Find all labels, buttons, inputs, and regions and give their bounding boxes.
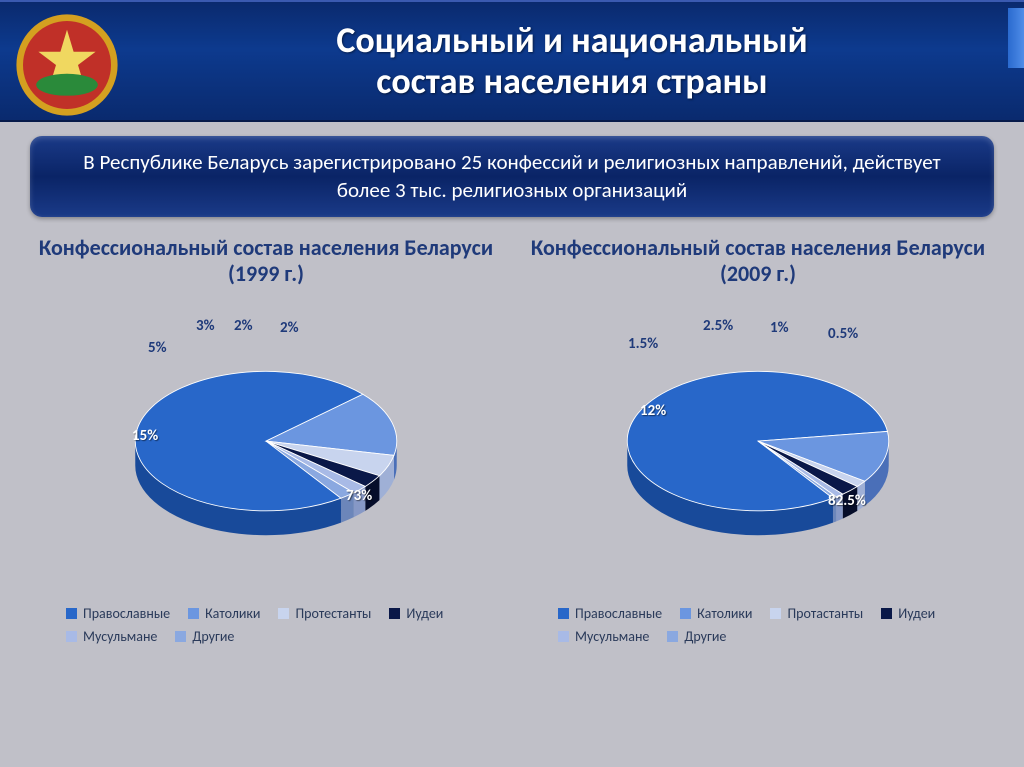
legend-swatch [558, 631, 569, 642]
legend-swatch [558, 608, 569, 619]
chart-panel-1999: Конфессиональный состав населения Белару… [36, 235, 496, 646]
pct-label: 15% [132, 427, 158, 445]
legend-swatch [66, 631, 77, 642]
legend-swatch [175, 631, 186, 642]
legend-swatch [278, 608, 289, 619]
legend-item: Католики [188, 605, 260, 622]
pct-label: 73% [346, 487, 372, 505]
legend-swatch [680, 608, 691, 619]
pct-label: 5% [148, 339, 167, 357]
charts-container: Конфессиональный состав населения Белару… [0, 227, 1024, 646]
pie-chart-2009: 82.5% 12% 1.5% 2.5% 1% 0.5% [548, 297, 968, 597]
legend-label: Католики [697, 605, 752, 622]
legend-item: Мусульмане [66, 628, 157, 645]
legend-1999: Православные Католики Протестанты Иудеи Мусу… [36, 597, 496, 645]
legend-item: Протастанты [770, 605, 863, 622]
header-accent [1008, 8, 1024, 68]
legend-label: Католики [205, 605, 260, 622]
legend-swatch [881, 608, 892, 619]
pct-label: 3% [196, 317, 215, 335]
pct-label: 2% [234, 317, 253, 335]
chart-title-2009: Конфессиональный состав населения Белару… [528, 235, 988, 288]
legend-item: Православные [558, 605, 662, 622]
legend-item: Иудеи [389, 605, 443, 622]
legend-label: Мусульмане [83, 628, 157, 645]
legend-label: Протестанты [295, 605, 371, 622]
legend-label: Другие [684, 628, 726, 645]
legend-item: Другие [175, 628, 234, 645]
legend-label: Иудеи [898, 605, 935, 622]
legend-swatch [389, 608, 400, 619]
chart-panel-2009: Конфессиональный состав населения Белару… [528, 235, 988, 646]
page-title: Социальный и национальный состав населен… [140, 20, 1004, 103]
title-line-1: Социальный и национальный [336, 18, 807, 62]
legend-item: Мусульмане [558, 628, 649, 645]
pct-label: 0.5% [828, 325, 858, 343]
header-bar: Социальный и национальный состав населен… [0, 0, 1024, 122]
state-emblem-icon [12, 10, 122, 120]
pie-chart-1999: 73% 15% 5% 3% 2% 2% [56, 297, 476, 597]
legend-2009: Православные Католики Протастанты Иудеи Мусу… [528, 597, 988, 645]
pct-label: 1.5% [628, 335, 658, 353]
title-line-2: состав населения страны [376, 59, 767, 103]
subtitle-band: В Республике Беларусь зарегистрировано 2… [30, 136, 994, 217]
legend-swatch [188, 608, 199, 619]
pct-label: 1% [770, 319, 789, 337]
pct-label: 12% [640, 402, 666, 420]
pct-label: 2.5% [703, 317, 733, 335]
legend-label: Православные [83, 605, 170, 622]
legend-item: Протестанты [278, 605, 371, 622]
pct-label: 2% [280, 319, 299, 337]
legend-swatch [770, 608, 781, 619]
pct-label: 82.5% [828, 492, 866, 510]
legend-item: Католики [680, 605, 752, 622]
legend-label: Другие [192, 628, 234, 645]
legend-label: Мусульмане [575, 628, 649, 645]
legend-swatch [667, 631, 678, 642]
legend-label: Иудеи [406, 605, 443, 622]
legend-item: Православные [66, 605, 170, 622]
legend-swatch [66, 608, 77, 619]
legend-label: Православные [575, 605, 662, 622]
legend-label: Протастанты [787, 605, 863, 622]
legend-item: Другие [667, 628, 726, 645]
chart-title-1999: Конфессиональный состав населения Белару… [36, 235, 496, 288]
legend-item: Иудеи [881, 605, 935, 622]
